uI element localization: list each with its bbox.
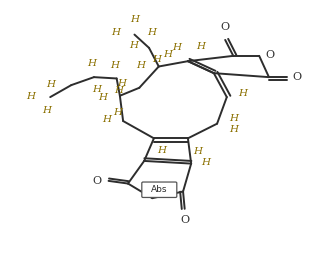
Text: H: H <box>92 85 101 94</box>
Text: H: H <box>229 124 238 134</box>
Text: H: H <box>87 59 96 68</box>
Text: O: O <box>92 176 101 186</box>
Text: H: H <box>193 147 202 156</box>
Text: H: H <box>238 89 247 98</box>
Text: H: H <box>129 41 138 50</box>
Text: H: H <box>98 93 108 102</box>
Text: H: H <box>196 42 205 51</box>
Text: H: H <box>172 43 181 52</box>
Text: H: H <box>113 108 122 117</box>
Text: H: H <box>130 15 139 24</box>
Text: H: H <box>201 158 210 167</box>
Text: H: H <box>229 114 238 123</box>
Text: H: H <box>110 61 120 70</box>
Text: O: O <box>293 72 302 82</box>
Text: H: H <box>152 55 161 64</box>
Text: H: H <box>114 86 123 95</box>
Text: O: O <box>266 49 275 60</box>
Text: H: H <box>46 80 55 89</box>
Text: H: H <box>136 61 145 70</box>
Text: H: H <box>147 28 156 37</box>
Text: H: H <box>164 50 173 59</box>
Text: O: O <box>180 215 189 226</box>
Text: O: O <box>221 22 230 32</box>
Text: H: H <box>157 146 166 155</box>
FancyBboxPatch shape <box>142 182 177 197</box>
Text: H: H <box>102 115 111 124</box>
Text: H: H <box>27 92 36 101</box>
Text: Abs: Abs <box>151 185 168 194</box>
Text: H: H <box>117 79 126 88</box>
Text: H: H <box>111 28 120 37</box>
Text: H: H <box>42 106 52 115</box>
